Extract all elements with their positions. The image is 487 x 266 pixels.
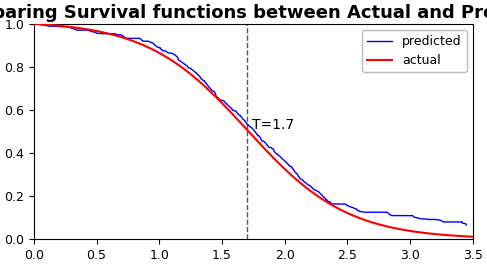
actual [54, 24, 59, 27]
Line: predicted: predicted [34, 24, 467, 225]
predicted [323, 198, 329, 201]
Legend: predicted, actual: predicted, actual [362, 30, 467, 72]
predicted [202, 81, 208, 84]
predicted [142, 40, 148, 43]
predicted [160, 49, 166, 52]
predicted [391, 214, 396, 217]
predicted [327, 200, 333, 203]
actual [244, 128, 250, 132]
Line: actual: actual [34, 24, 473, 237]
actual [31, 22, 37, 25]
predicted [31, 22, 37, 25]
predicted [464, 223, 469, 227]
actual [470, 235, 476, 238]
actual [233, 116, 239, 119]
Text: T=1.7: T=1.7 [252, 118, 294, 132]
actual [376, 223, 382, 226]
Title: Comparing Survival functions between Actual and Predicted: Comparing Survival functions between Act… [0, 4, 487, 22]
actual [457, 234, 463, 238]
actual [457, 234, 463, 238]
